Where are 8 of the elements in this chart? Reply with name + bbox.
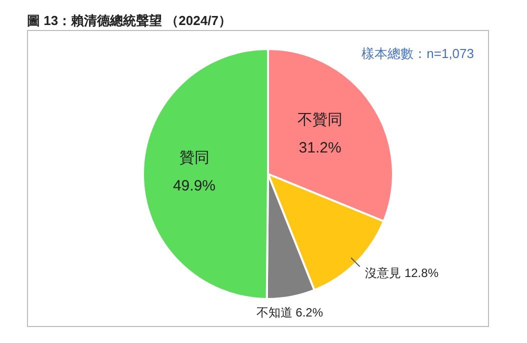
slice-label: 沒意見 12.8%: [365, 266, 439, 280]
text: 樣本總數：n=1,073: [362, 45, 474, 63]
chart-title: 圖 13：賴清德總統聲望 （2024/7）: [27, 12, 232, 30]
data-label: 31.2%: [298, 140, 342, 157]
data-label: 49.9%: [172, 178, 216, 195]
slice-label: 不知道 6.2%: [256, 306, 324, 320]
slice-label: 不贊同: [298, 112, 343, 129]
slice-label: 贊同: [179, 150, 210, 167]
